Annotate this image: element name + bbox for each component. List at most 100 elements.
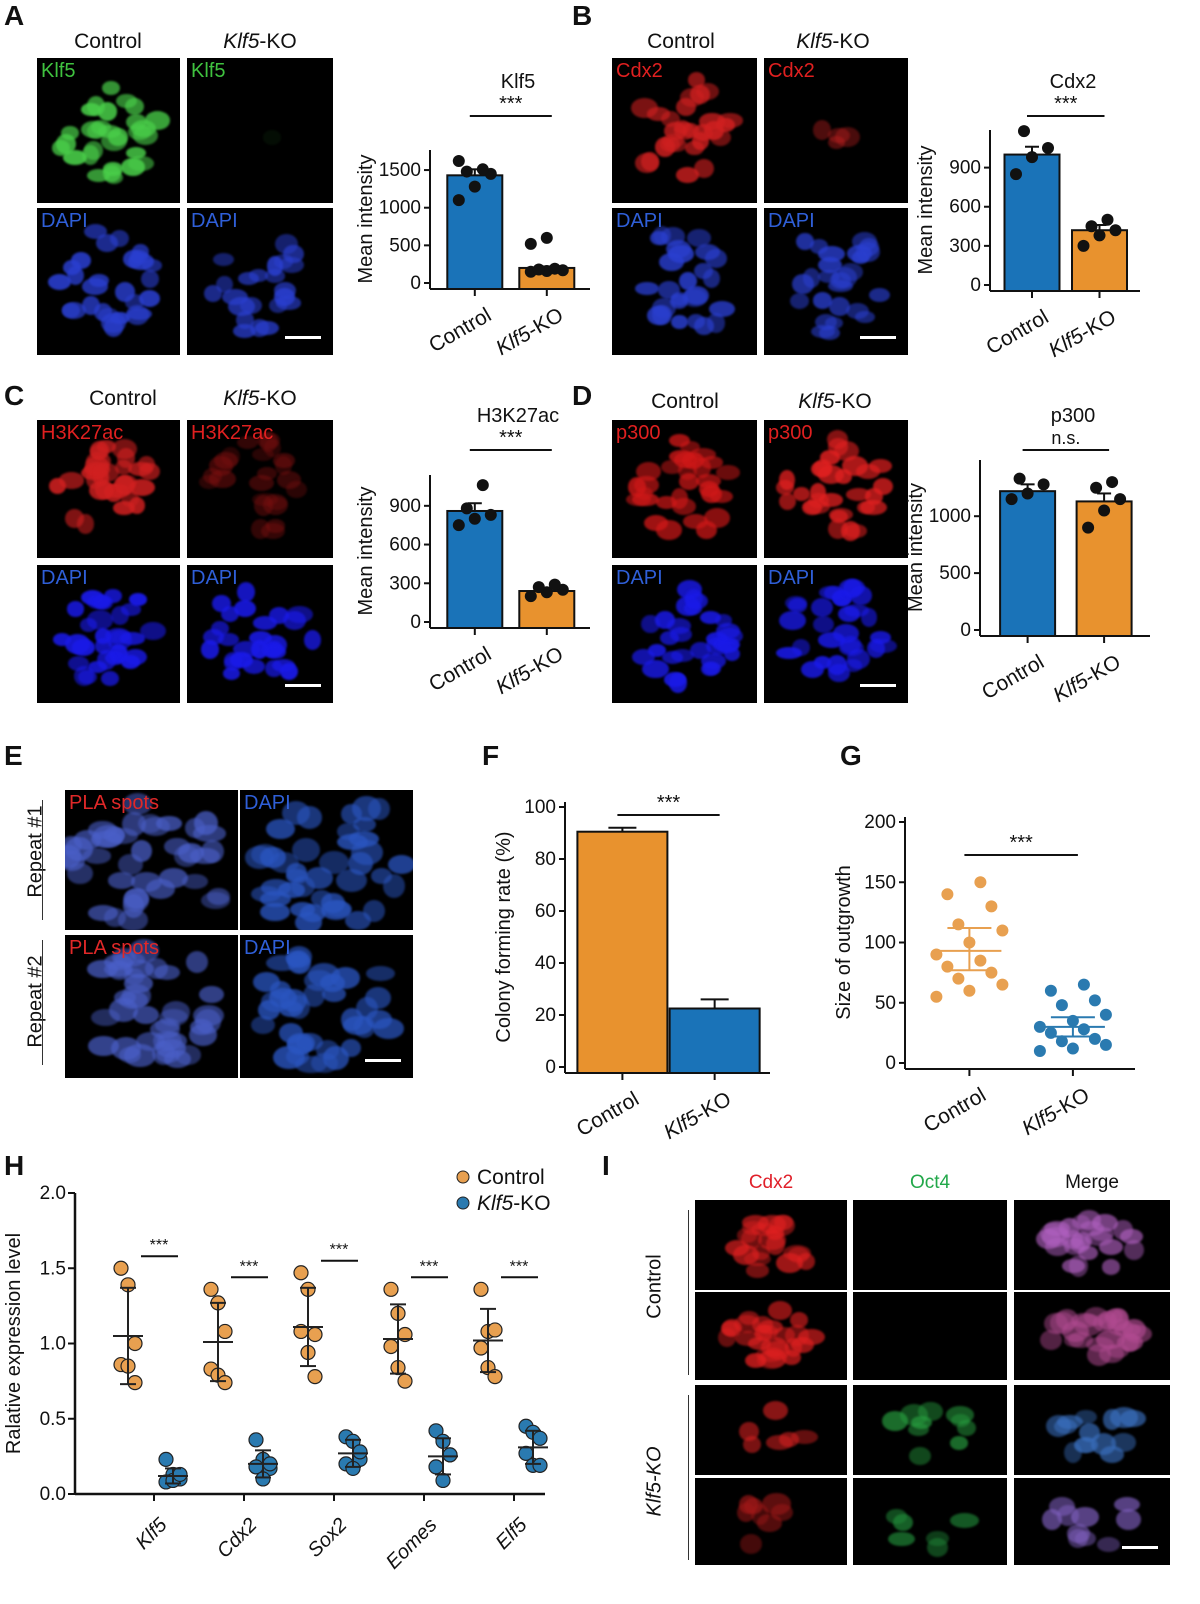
cell-nucleus [819, 450, 841, 465]
x-tick-label: Control [920, 1083, 990, 1137]
chart-title: H3K27ac [477, 405, 559, 427]
cell-nucleus [839, 579, 865, 597]
image-b-control-dapi-label: DAPI [616, 210, 663, 232]
y-axis-label: Colony forming rate (%) [493, 831, 515, 1042]
x-tick-label: Klf5-KO [1045, 305, 1120, 362]
cell-nucleus [131, 840, 153, 863]
cell-nucleus [686, 228, 712, 247]
i-column-title: Oct4 [909, 1172, 951, 1193]
cell-nucleus [250, 518, 270, 540]
cell-nucleus [700, 484, 722, 503]
cell-nucleus [295, 1056, 327, 1073]
cell-nucleus [159, 868, 188, 889]
cell-nucleus [189, 1023, 218, 1047]
divider [42, 800, 43, 920]
cell-nucleus [315, 1040, 340, 1060]
cell-nucleus [695, 83, 720, 101]
cell-nucleus [262, 494, 288, 515]
cell-nucleus [685, 140, 704, 156]
scale-bar [365, 1059, 401, 1062]
data-point [1013, 472, 1026, 485]
cell-nucleus [813, 615, 835, 633]
cell-nucleus [1124, 1239, 1145, 1260]
cell-nucleus [81, 295, 100, 316]
gene-name: Klf5 [798, 390, 835, 413]
chart-g: 0 50 100 150 200 Size of outgrowth Control Klf5… [833, 812, 1135, 1140]
data-point [293, 1265, 309, 1281]
cell-nucleus [269, 852, 300, 874]
data-point [1090, 481, 1103, 494]
image-e-r2-dapi-label: DAPI [244, 937, 291, 959]
data-point [1077, 978, 1090, 991]
cell-nucleus [363, 900, 385, 923]
image-a-ko-klf5-label: Klf5 [191, 60, 226, 82]
image-e-r2-pla: PLA spots [65, 935, 238, 1078]
cell-nucleus [124, 973, 154, 994]
cell-nucleus [289, 901, 316, 918]
cell-nucleus [631, 97, 659, 118]
image-i-r1-oct4 [853, 1200, 1007, 1290]
legend-label: Klf5-KO [477, 1192, 551, 1215]
data-point [248, 1432, 264, 1448]
data-point [1106, 476, 1119, 489]
cell-nucleus [868, 458, 893, 473]
panel-label-f: F [482, 740, 500, 771]
cell-nucleus [788, 597, 807, 613]
cell-nucleus [812, 292, 833, 309]
y-axis-label: Mean intensity [905, 483, 927, 612]
cell-nucleus [233, 599, 256, 617]
panel-label-d: D [572, 380, 593, 411]
data-point [397, 1373, 413, 1389]
chart-b: 0 300 600 900 Mean intensity Cdx2 ControlKlf5-… [915, 71, 1140, 362]
gene-name: Klf5 [477, 1192, 514, 1215]
cell-nucleus [130, 871, 162, 892]
data-point [383, 1281, 399, 1297]
y-tick-label: 300 [949, 236, 981, 257]
divider [688, 1210, 689, 1375]
data-point [1033, 1044, 1046, 1057]
image-i-r1-cdx2 [695, 1200, 847, 1290]
cell-nucleus [827, 655, 848, 676]
cell-nucleus [671, 649, 694, 662]
cell-nucleus [743, 1497, 764, 1515]
cell-nucleus [1116, 1334, 1143, 1351]
cell-nucleus [236, 435, 259, 450]
cell-nucleus [841, 456, 868, 476]
cell-nucleus [116, 93, 138, 108]
y-tick-label: 0 [410, 612, 421, 633]
cell-nucleus [155, 816, 183, 831]
bar-control [999, 490, 1057, 638]
data-point [524, 237, 537, 250]
column-title-ko: Klf5-KO [798, 390, 872, 413]
y-tick-label: 40 [535, 953, 556, 974]
panel-label-g: G [840, 740, 862, 771]
cell-nucleus [770, 1504, 793, 1522]
cell-nucleus [114, 475, 136, 496]
data-point [127, 1375, 143, 1391]
cell-nucleus [670, 294, 689, 310]
cell-nucleus [689, 641, 711, 660]
image-d-control-dapi: DAPI [612, 565, 757, 703]
data-point [985, 900, 998, 913]
cell-nucleus [264, 269, 285, 283]
cell-nucleus [263, 645, 286, 659]
cell-nucleus [632, 492, 659, 507]
cell-nucleus [660, 631, 679, 646]
data-point [452, 194, 465, 207]
data-point [532, 581, 545, 594]
cell-nucleus [243, 659, 266, 675]
data-point [487, 1322, 503, 1338]
data-point [217, 1375, 233, 1391]
cell-nucleus [663, 672, 686, 687]
image-b-control-cdx2-label: Cdx2 [616, 60, 663, 82]
cell-nucleus [782, 1245, 811, 1262]
bar-ko [668, 1007, 761, 1074]
chart-f: 0 20 40 60 80 100 Colony forming rate (%) Contr… [493, 792, 770, 1144]
cell-nucleus [86, 610, 113, 630]
cell-nucleus [125, 147, 147, 160]
chart-c: 0 300 600 900 Mean intensity H3K27ac ControlKl… [355, 405, 590, 699]
cell-nucleus [766, 1234, 786, 1256]
cell-nucleus [202, 467, 223, 484]
cell-nucleus [789, 1311, 809, 1328]
